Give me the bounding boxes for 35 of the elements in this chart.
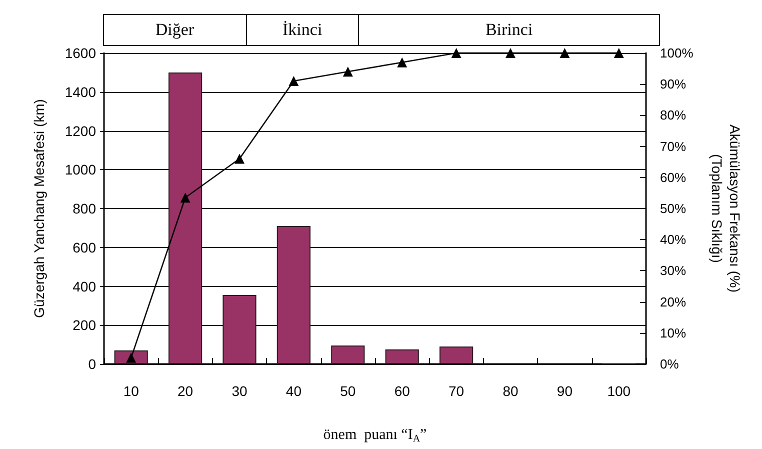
y2-tick-label: 10% xyxy=(660,325,686,340)
y-tick-label: 400 xyxy=(72,278,96,294)
x-tick-label: 80 xyxy=(502,383,518,399)
y2-tick-label: 80% xyxy=(660,108,686,123)
x-tick-label: 10 xyxy=(123,383,140,399)
y2-tick-label: 40% xyxy=(660,232,686,248)
y-tick-label: 200 xyxy=(72,317,96,334)
y-tick-label: 800 xyxy=(72,200,96,216)
y2-tick-label: 100% xyxy=(660,46,694,60)
y2-tick-label: 90% xyxy=(660,76,686,92)
x-tick-label: 40 xyxy=(286,383,302,399)
y-tick-label: 1600 xyxy=(64,45,96,61)
x-tick-label: 70 xyxy=(448,383,464,399)
y2-tick-label: 50% xyxy=(660,201,686,216)
x-tick-label: 50 xyxy=(340,383,356,399)
y-tick-label: 1400 xyxy=(64,84,96,100)
y2-tick-label: 20% xyxy=(660,294,686,310)
y-tick-label: 600 xyxy=(72,239,96,256)
y-tick-label: 1000 xyxy=(64,162,96,178)
y-tick-label: 1200 xyxy=(64,122,96,139)
x-tick-label: 60 xyxy=(394,383,410,399)
y-axis-title: Güzergah Yanchang Mesafesi (km) xyxy=(31,99,47,318)
y-tick-label: 0 xyxy=(88,356,96,372)
x-tick-label: 100 xyxy=(607,383,631,399)
text: Diğer xyxy=(154,19,196,41)
x-tick-label: 90 xyxy=(556,383,573,399)
y2-tick-label: 70% xyxy=(660,138,686,154)
text: İkinci xyxy=(246,15,358,45)
y2-tick-label: 0% xyxy=(660,356,680,372)
text: Birinci xyxy=(358,15,659,45)
y2-axis-title: Akümülasyon Frekansı (%) (Toplanım Sıklığı) xyxy=(709,124,743,293)
x-tick-label: 20 xyxy=(178,383,194,399)
y2-tick-label: 30% xyxy=(660,263,686,278)
y2-tick-label: 60% xyxy=(660,170,686,185)
x-tick-label: 30 xyxy=(232,383,248,399)
